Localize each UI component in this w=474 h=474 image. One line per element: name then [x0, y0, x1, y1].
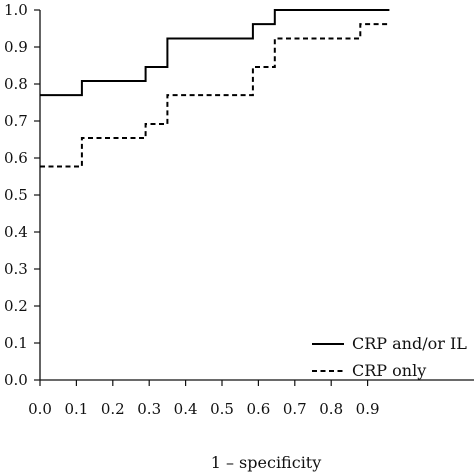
- y-tick-label: 0.3: [4, 260, 28, 278]
- series-line-crp-and-or-il: [40, 9, 390, 97]
- x-tick-label: 0.6: [246, 400, 270, 418]
- y-tick-label: 1.0: [4, 1, 28, 19]
- legend-label: CRP only: [352, 361, 426, 380]
- x-tick-label: 0.2: [101, 400, 125, 418]
- x-tick-label: 0.8: [319, 400, 343, 418]
- x-tick-label: 0.3: [137, 400, 161, 418]
- y-tick-label: 0.0: [4, 371, 28, 389]
- x-tick-label: 0.0: [28, 400, 52, 418]
- x-tick-label: 0.1: [64, 400, 88, 418]
- y-tick-label: 0.7: [4, 112, 28, 130]
- axes: [39, 10, 474, 381]
- ticks: 0.0 0.1 0.2 0.3 0.4 0.5 0.6 0.7 0.8 0.9 1.0 0.0 0.1 0…: [4, 1, 380, 418]
- legend: CRP and/or IL CRP only: [312, 334, 467, 380]
- x-tick-label: 0.5: [210, 400, 234, 418]
- series-line-crp-only: [40, 23, 390, 168]
- y-tick-label: 0.4: [4, 223, 28, 241]
- y-tick-label: 0.1: [4, 334, 28, 352]
- y-tick-label: 0.8: [4, 75, 28, 93]
- legend-label: CRP and/or IL: [352, 334, 467, 353]
- x-axis-title: 1 – specificity: [211, 453, 322, 472]
- x-tick-label: 0.7: [283, 400, 307, 418]
- y-tick-label: 0.6: [4, 149, 28, 167]
- y-tick-label: 0.2: [4, 297, 28, 315]
- y-tick-label: 0.9: [4, 38, 28, 56]
- series-lines: [40, 9, 390, 168]
- x-tick-label: 0.9: [356, 400, 380, 418]
- y-tick-label: 0.5: [4, 186, 28, 204]
- x-tick-label: 0.4: [174, 400, 198, 418]
